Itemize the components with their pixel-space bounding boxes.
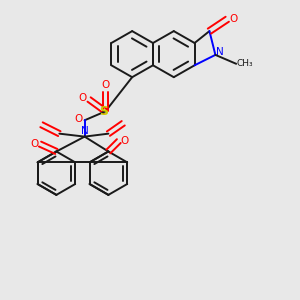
- Text: N: N: [216, 47, 224, 57]
- Text: O: O: [120, 136, 128, 146]
- Text: O: O: [31, 139, 39, 149]
- Text: O: O: [74, 114, 82, 124]
- Text: O: O: [229, 14, 237, 24]
- Text: S: S: [99, 105, 108, 118]
- Text: CH₃: CH₃: [237, 59, 254, 68]
- Text: N: N: [81, 126, 88, 136]
- Text: O: O: [78, 93, 87, 103]
- Text: O: O: [101, 80, 110, 90]
